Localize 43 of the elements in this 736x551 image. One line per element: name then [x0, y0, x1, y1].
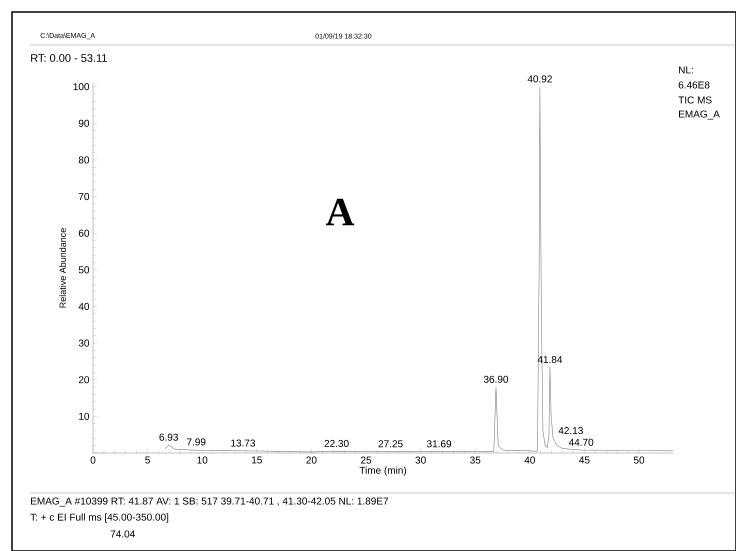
text: 6.46E8: [678, 81, 710, 89]
text: T: + c EI Full ms [45.00-350.00]: [30, 513, 168, 523]
x-tick-label: 25: [360, 456, 372, 464]
annotation: 6.93: [159, 434, 178, 441]
x-tick-label: 20: [306, 456, 317, 464]
annotation: 7.99: [186, 438, 206, 446]
annotation: 27.25: [378, 440, 403, 448]
x-tick-label: 10: [197, 456, 208, 464]
y-tick-label: 100: [74, 83, 90, 90]
y-tick-label: 90: [78, 120, 90, 127]
x-tick-label: 5: [145, 456, 150, 464]
x-tick-label: 0: [90, 456, 96, 464]
annotation: 44.70: [568, 438, 594, 446]
annotation: 31.69: [426, 440, 452, 448]
x-axis-title: Time (min): [360, 466, 406, 476]
y-axis-title: Relative Abundance: [59, 228, 66, 308]
y-tick-label: 60: [78, 230, 90, 237]
text: EMAG_A #10399 RT: 41.87 AV: 1 SB: 517 39.71-40.71 , 41.30-42.05 NL: 1.89E7: [31, 498, 388, 506]
annotation: 40.92: [528, 75, 552, 82]
annotation: 41.84: [538, 356, 562, 364]
y-tick-label: 30: [78, 340, 90, 347]
y-tick-label: 10: [79, 412, 90, 420]
text: 74.04: [110, 530, 135, 538]
x-tick-label: 35: [470, 456, 480, 464]
x-tick-label: 45: [579, 456, 590, 464]
y-tick-label: 70: [78, 193, 90, 200]
y-tick-label: 50: [78, 266, 90, 274]
annotation: 42.13: [558, 427, 583, 434]
x-tick-label: 40: [524, 456, 536, 464]
annotation: 13.73: [231, 440, 256, 447]
annotation: A: [326, 198, 354, 226]
text: TIC MS: [678, 96, 712, 104]
y-tick-label: 80: [78, 156, 90, 164]
y-tick-label: 20: [78, 376, 90, 384]
annotation: 22.30: [324, 440, 349, 447]
y-tick-label: 40: [78, 302, 90, 310]
x-tick-label: 30: [415, 456, 426, 464]
text: EMAG_A: [679, 110, 720, 120]
chart-title: RT: 0.00 - 53.11: [31, 54, 107, 62]
text: NL:: [679, 66, 693, 74]
x-tick-label: 50: [634, 456, 644, 464]
x-tick-label: 15: [252, 456, 262, 464]
annotation: 36.90: [484, 376, 508, 383]
